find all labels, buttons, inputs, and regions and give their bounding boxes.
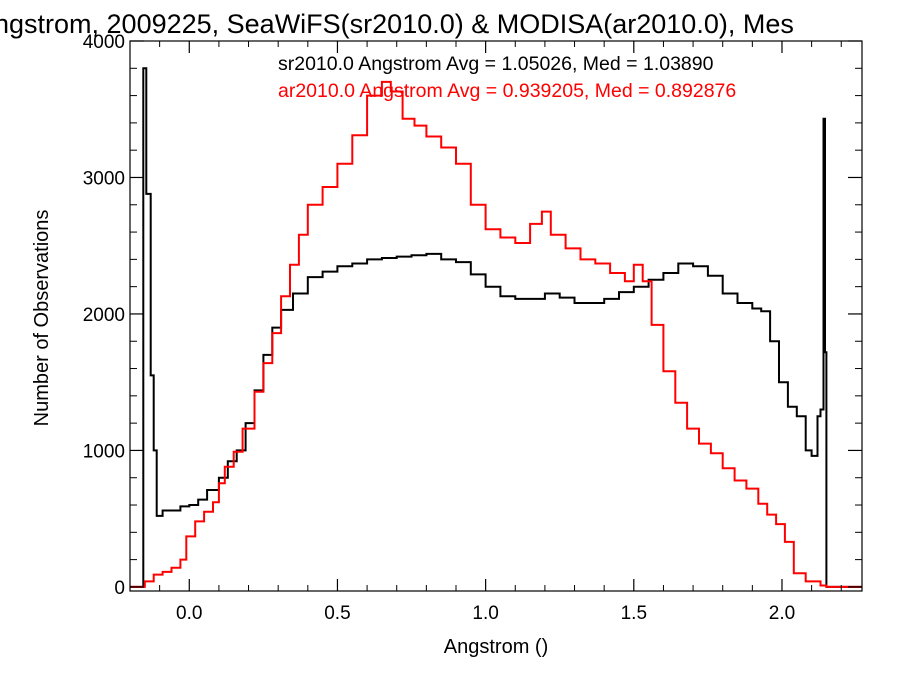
y-tick-label: 3000 bbox=[83, 168, 125, 189]
y-tick-label: 0 bbox=[114, 578, 125, 599]
x-axis-label: Angstrom () bbox=[444, 636, 548, 658]
y-tick-label: 1000 bbox=[83, 441, 125, 462]
chart-title: ngstrom, 2009225, SeaWiFS(sr2010.0) & MO… bbox=[0, 9, 794, 39]
y-tick-label: 2000 bbox=[83, 305, 125, 326]
y-axis-label: Number of Observations bbox=[31, 210, 53, 427]
y-tick-label: 4000 bbox=[83, 32, 125, 53]
x-tick-label: 0.5 bbox=[324, 603, 350, 624]
series-line-sr2010.0 bbox=[130, 67, 862, 588]
x-tick-label: 1.5 bbox=[621, 603, 647, 624]
series-layer bbox=[130, 67, 862, 588]
x-tick-label: 0.0 bbox=[176, 603, 202, 624]
plot-frame bbox=[129, 40, 863, 592]
x-tick-label: 2.0 bbox=[769, 603, 795, 624]
legend-layer: sr2010.0 Angstrom Avg = 1.05026, Med = 1… bbox=[278, 53, 736, 102]
ticks-layer: 0.0 0.5 1.0 1.5 2.0 0 1000 2000 3000 4000 bbox=[83, 32, 862, 624]
title-group: ngstrom, 2009225, SeaWiFS(sr2010.0) & MO… bbox=[0, 9, 794, 39]
legend-entry-ar2010: ar2010.0 Angstrom Avg = 0.939205, Med = … bbox=[278, 80, 736, 102]
x-tick-label: 1.0 bbox=[472, 603, 498, 624]
legend-entry-sr2010: sr2010.0 Angstrom Avg = 1.05026, Med = 1… bbox=[278, 53, 714, 75]
series-line-ar2010.0 bbox=[130, 80, 862, 588]
